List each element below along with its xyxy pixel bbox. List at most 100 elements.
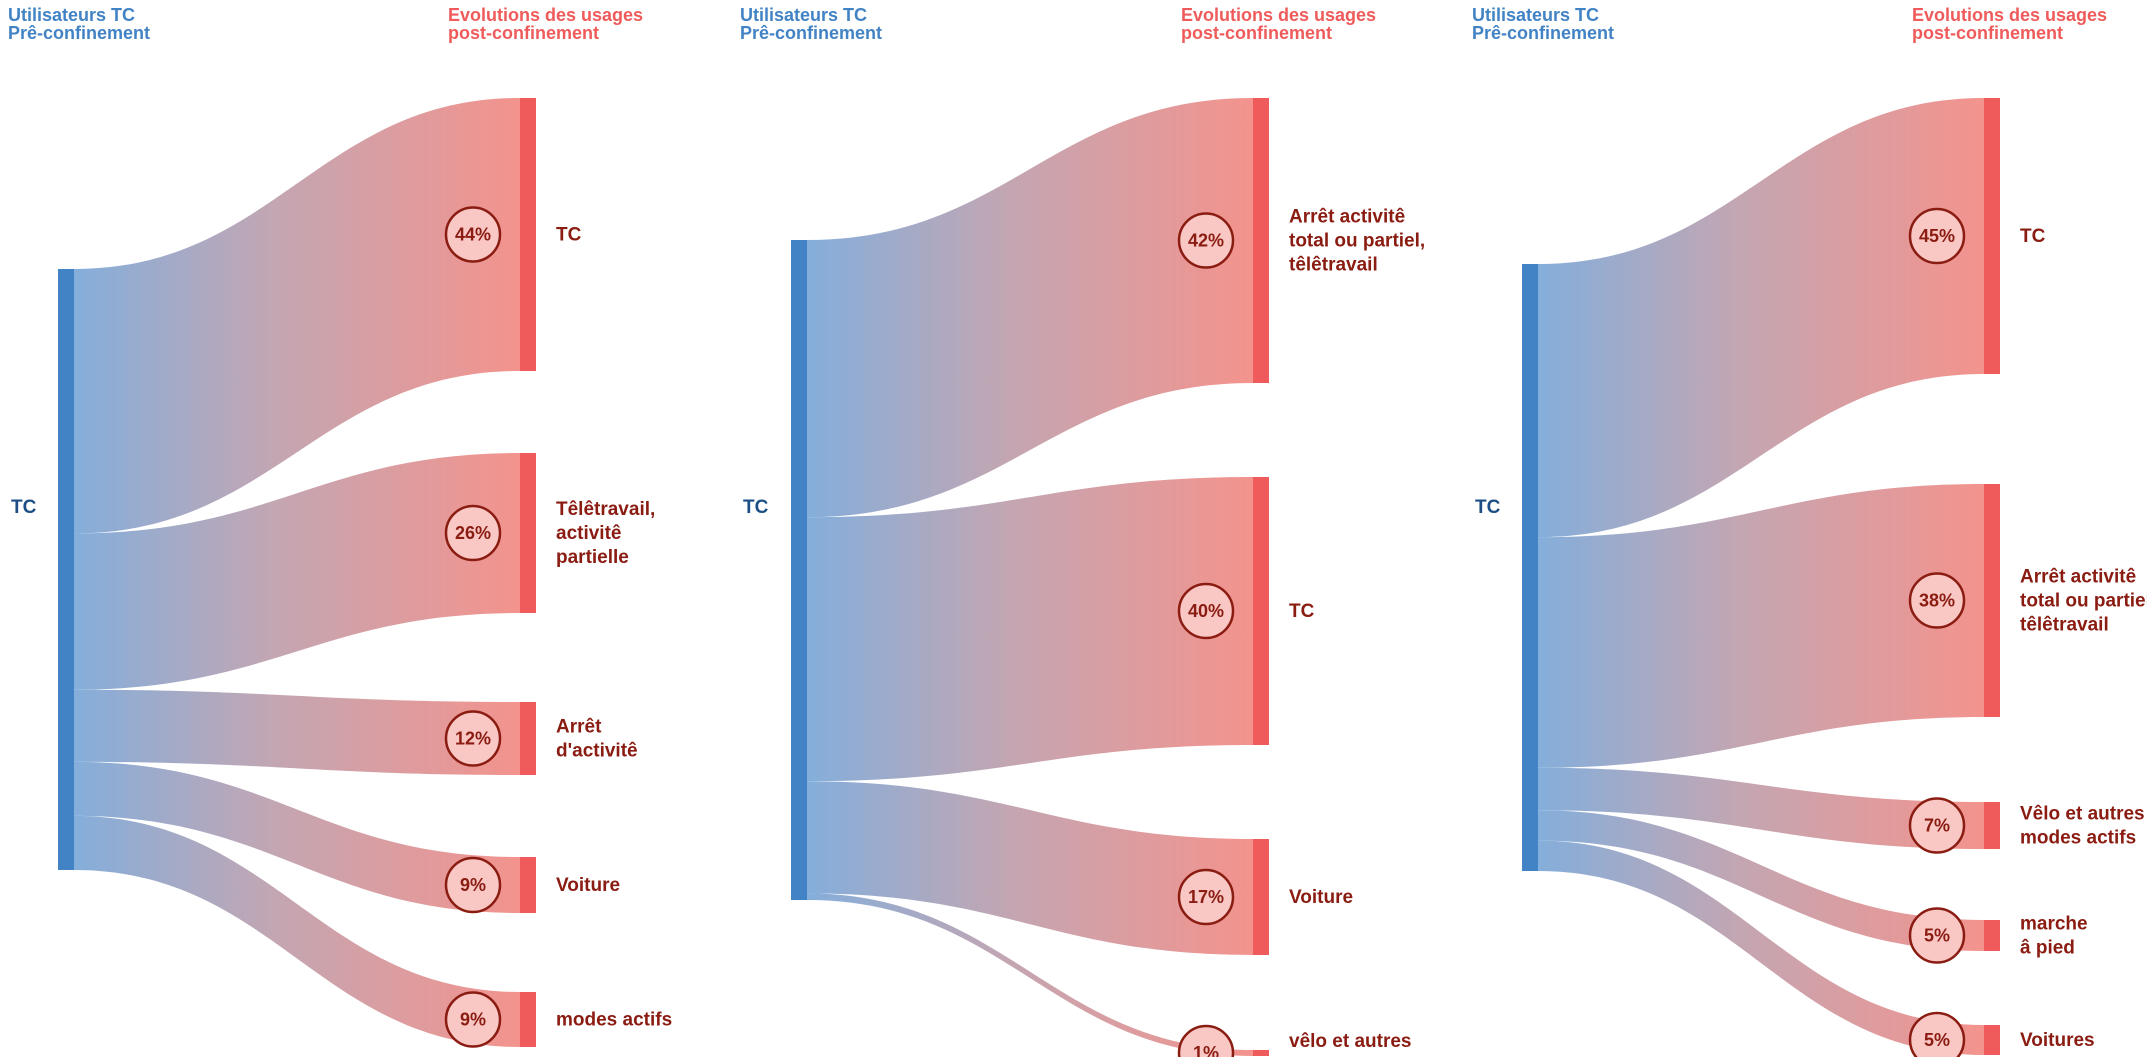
target-node-bar bbox=[520, 992, 536, 1047]
flow-band bbox=[1538, 767, 1984, 849]
percent-badge bbox=[444, 504, 502, 562]
flow-band bbox=[807, 477, 1253, 782]
target-node-label: TC bbox=[1289, 601, 1315, 622]
source-header-line: Utilisateurs TC bbox=[8, 5, 135, 25]
target-label-line: Arrêt bbox=[556, 717, 602, 738]
target-header: Evolutions des usages post-confinement bbox=[1181, 5, 1376, 43]
target-node-label: vêlo et autres modes actifs bbox=[1289, 1031, 1412, 1057]
target-node-bar bbox=[520, 857, 536, 913]
target-node-bar bbox=[1253, 1050, 1269, 1056]
target-header-line: Evolutions des usages bbox=[448, 5, 643, 25]
percent-badge bbox=[1908, 1011, 1966, 1057]
target-label-line: modes actifs bbox=[2020, 828, 2136, 849]
target-label-line: modes actifs bbox=[1289, 1055, 1405, 1057]
target-label-line: Arrêt activitê bbox=[1289, 207, 1405, 228]
target-label-line: d'activitê bbox=[556, 741, 638, 762]
percent-badge bbox=[1177, 212, 1235, 269]
percent-badge bbox=[444, 991, 502, 1048]
target-header: Evolutions des usages post-confinement bbox=[448, 5, 643, 43]
target-label-line: têlêtravail bbox=[1289, 255, 1378, 276]
source-node-bar bbox=[1522, 264, 1538, 871]
target-node-label: modes actifs bbox=[556, 1010, 672, 1031]
percent-label: 9% bbox=[460, 1010, 486, 1030]
source-header: Utilisateurs TC Prê-confinement bbox=[740, 5, 882, 43]
percent-label: 7% bbox=[1924, 816, 1950, 836]
target-node-bar bbox=[1253, 98, 1269, 383]
percent-badge bbox=[1177, 1024, 1235, 1057]
flow-band bbox=[807, 98, 1253, 518]
flow-band bbox=[74, 689, 520, 775]
target-header-line: Evolutions des usages bbox=[1181, 5, 1376, 25]
flow-band bbox=[1538, 98, 1984, 538]
target-node-bar bbox=[1984, 98, 2000, 374]
flow-band bbox=[807, 781, 1253, 955]
percent-label: 38% bbox=[1919, 591, 1955, 611]
source-header-line: Utilisateurs TC bbox=[740, 5, 867, 25]
target-header-line: Evolutions des usages bbox=[1912, 5, 2107, 25]
target-label-line: vêlo et autres bbox=[1289, 1031, 1412, 1052]
target-label-line: TC bbox=[1289, 601, 1315, 622]
percent-label: 45% bbox=[1919, 226, 1955, 246]
target-label-line: Têlêtravail, bbox=[556, 499, 655, 520]
percent-badge bbox=[1177, 868, 1235, 926]
source-header-line: Prê-confinement bbox=[740, 23, 882, 43]
target-label-line: modes actifs bbox=[556, 1010, 672, 1031]
sankey-panel-3: Utilisateurs TC Prê-confinement Evolutions… bbox=[1472, 5, 2147, 1057]
target-node-bar bbox=[1253, 477, 1269, 745]
target-node-label: Voiture bbox=[556, 875, 620, 896]
target-label-line: Voiture bbox=[1289, 887, 1353, 908]
target-node-label: Arrêt activitê total ou partiel, têlêtrava… bbox=[2020, 567, 2147, 636]
flow-band bbox=[74, 815, 520, 1047]
percent-label: 5% bbox=[1924, 1030, 1950, 1050]
flow-band bbox=[74, 453, 520, 690]
flow-band bbox=[807, 893, 1253, 1056]
target-label-line: Vêlo et autres bbox=[2020, 804, 2145, 825]
flow-band bbox=[1538, 840, 1984, 1055]
target-node-label: Arrêt activitê total ou partiel, têlêtrava… bbox=[1289, 207, 1425, 276]
target-node-label: Arrêt d'activitê bbox=[556, 717, 638, 762]
target-label-line: Voiture bbox=[556, 875, 620, 896]
target-node-bar bbox=[1984, 484, 2000, 717]
flow-band bbox=[74, 761, 520, 913]
target-node-bar bbox=[520, 453, 536, 613]
source-node-label: TC bbox=[743, 497, 769, 518]
flow-band bbox=[1538, 484, 1984, 768]
target-header-line: post-confinement bbox=[1912, 23, 2063, 43]
target-node-label: TC bbox=[2020, 226, 2046, 247]
source-header: Utilisateurs TC Prê-confinement bbox=[1472, 5, 1614, 43]
target-node-label: Voitures bbox=[2020, 1030, 2095, 1051]
target-label-line: total ou partiel, bbox=[1289, 231, 1425, 252]
target-label-line: partielle bbox=[556, 547, 629, 568]
flow-band bbox=[74, 98, 520, 534]
target-label-line: marche bbox=[2020, 914, 2088, 935]
source-header: Utilisateurs TC Prê-confinement bbox=[8, 5, 150, 43]
percent-label: 42% bbox=[1188, 231, 1224, 251]
sankey-panel-2: Utilisateurs TC Prê-confinement Evolutions… bbox=[740, 5, 1425, 1057]
target-label-line: Voitures bbox=[2020, 1030, 2095, 1051]
percent-label: 26% bbox=[455, 523, 491, 543]
target-label-line: TC bbox=[556, 225, 582, 246]
sankey-panel-1: Utilisateurs TC Prê-confinement Evolutions… bbox=[8, 5, 672, 1048]
target-header-line: post-confinement bbox=[1181, 23, 1332, 43]
percent-badge bbox=[1908, 907, 1966, 964]
percent-badge bbox=[1908, 797, 1966, 854]
percent-label: 17% bbox=[1188, 887, 1224, 907]
percent-badge bbox=[1908, 207, 1966, 265]
target-label-line: total ou partiel, bbox=[2020, 591, 2147, 612]
source-node-bar bbox=[791, 240, 807, 900]
percent-badge bbox=[444, 856, 502, 914]
source-header-line: Utilisateurs TC bbox=[1472, 5, 1599, 25]
percent-label: 9% bbox=[460, 875, 486, 895]
target-label-line: â pied bbox=[2020, 938, 2075, 959]
target-node-bar bbox=[520, 702, 536, 775]
source-node-bar bbox=[58, 269, 74, 870]
target-header-line: post-confinement bbox=[448, 23, 599, 43]
percent-badge bbox=[444, 206, 502, 263]
target-node-label: Voiture bbox=[1289, 887, 1353, 908]
target-node-label: TC bbox=[556, 225, 582, 246]
target-label-line: TC bbox=[2020, 226, 2046, 247]
percent-label: 44% bbox=[455, 225, 491, 245]
target-label-line: Arrêt activitê bbox=[2020, 567, 2136, 588]
target-node-bar bbox=[1984, 920, 2000, 951]
